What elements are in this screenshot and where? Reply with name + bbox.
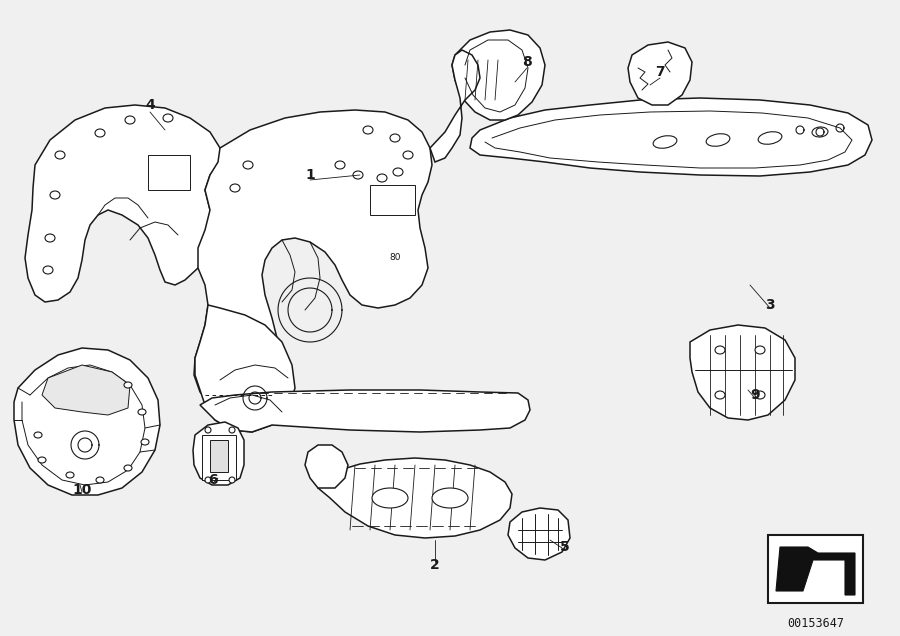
Ellipse shape [403,151,413,159]
Ellipse shape [55,151,65,159]
Ellipse shape [812,127,828,137]
Ellipse shape [335,161,345,169]
Polygon shape [430,50,480,162]
Ellipse shape [163,114,173,122]
Polygon shape [200,390,530,432]
Polygon shape [628,42,692,105]
Ellipse shape [124,465,132,471]
Polygon shape [508,508,570,560]
Polygon shape [210,440,228,472]
Ellipse shape [353,171,363,179]
Polygon shape [318,458,512,538]
Bar [768,535,863,603]
Polygon shape [42,365,130,415]
Ellipse shape [390,134,400,142]
Ellipse shape [45,234,55,242]
Ellipse shape [393,168,403,176]
Text: 5: 5 [560,540,570,554]
Ellipse shape [715,346,725,354]
Ellipse shape [43,266,53,274]
Polygon shape [370,185,415,215]
Ellipse shape [755,346,765,354]
Polygon shape [305,445,348,488]
Ellipse shape [138,409,146,415]
Text: 1: 1 [305,168,315,182]
Text: 3: 3 [765,298,775,312]
Text: 8: 8 [522,55,532,69]
Ellipse shape [66,472,74,478]
Ellipse shape [715,391,725,399]
Ellipse shape [653,135,677,148]
Text: 10: 10 [72,483,92,497]
Ellipse shape [124,382,132,388]
Text: 00153647: 00153647 [787,617,844,630]
Ellipse shape [50,191,60,199]
Ellipse shape [758,132,782,144]
Ellipse shape [432,488,468,508]
Text: 4: 4 [145,98,155,112]
Ellipse shape [205,427,211,433]
Polygon shape [690,325,795,420]
Ellipse shape [230,184,240,192]
Ellipse shape [755,391,765,399]
Polygon shape [14,348,160,495]
Ellipse shape [125,116,135,124]
Polygon shape [148,155,190,190]
Polygon shape [195,305,295,432]
Ellipse shape [141,439,149,445]
Text: 2: 2 [430,558,440,572]
Ellipse shape [377,174,387,182]
Polygon shape [193,422,244,485]
Polygon shape [776,547,855,595]
Polygon shape [452,30,545,120]
Text: 9: 9 [751,388,760,402]
Ellipse shape [243,161,253,169]
Ellipse shape [229,427,235,433]
Ellipse shape [229,477,235,483]
Ellipse shape [205,477,211,483]
Ellipse shape [38,457,46,463]
Polygon shape [202,435,236,480]
Ellipse shape [34,432,42,438]
Ellipse shape [96,477,104,483]
Polygon shape [194,110,432,410]
Ellipse shape [95,129,105,137]
Text: 80: 80 [389,254,400,263]
Polygon shape [470,98,872,176]
Ellipse shape [363,126,373,134]
Ellipse shape [372,488,408,508]
Text: 7: 7 [655,65,665,79]
Ellipse shape [706,134,730,146]
Text: 6: 6 [208,473,218,487]
Polygon shape [25,105,220,302]
